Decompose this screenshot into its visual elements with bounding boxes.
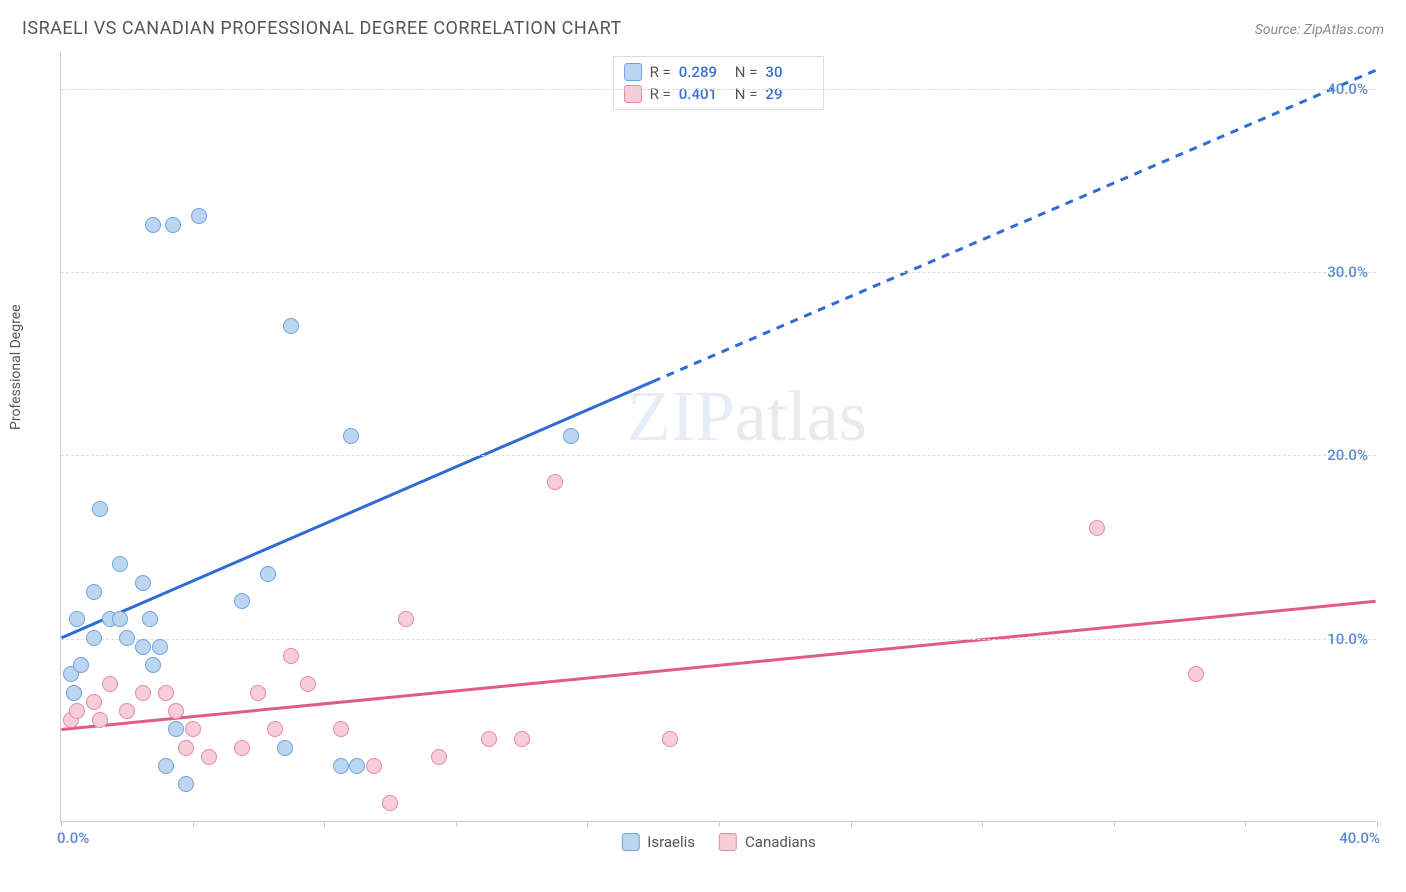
data-point-canadians xyxy=(178,740,194,756)
y-tick-label: 40.0% xyxy=(1327,80,1368,98)
data-point-israelis xyxy=(234,593,250,609)
grid-line xyxy=(61,639,1376,640)
x-tick xyxy=(1114,821,1115,827)
data-point-canadians xyxy=(135,685,151,701)
y-tick-label: 30.0% xyxy=(1327,263,1368,281)
data-point-israelis xyxy=(158,758,174,774)
data-point-canadians xyxy=(481,731,497,747)
data-point-canadians xyxy=(250,685,266,701)
x-tick xyxy=(719,821,720,827)
legend-item-israelis: Israelis xyxy=(621,833,695,851)
data-point-canadians xyxy=(366,758,382,774)
data-point-israelis xyxy=(119,630,135,646)
data-point-israelis xyxy=(178,776,194,792)
data-point-canadians xyxy=(1188,666,1204,682)
data-point-israelis xyxy=(92,501,108,517)
data-point-israelis xyxy=(112,556,128,572)
legend-bottom: Israelis Canadians xyxy=(621,833,815,851)
data-point-canadians xyxy=(86,694,102,710)
x-tick xyxy=(193,821,194,827)
x-axis-origin-label: 0.0% xyxy=(57,829,89,847)
data-point-israelis xyxy=(191,208,207,224)
data-point-israelis xyxy=(168,721,184,737)
x-tick xyxy=(982,821,983,827)
chart-header: ISRAELI VS CANADIAN PROFESSIONAL DEGREE … xyxy=(0,0,1406,45)
data-point-canadians xyxy=(234,740,250,756)
y-tick-label: 10.0% xyxy=(1327,630,1368,648)
data-point-israelis xyxy=(69,611,85,627)
data-point-israelis xyxy=(135,575,151,591)
data-point-canadians xyxy=(547,474,563,490)
data-point-israelis xyxy=(283,318,299,334)
x-tick xyxy=(1377,821,1378,827)
data-point-canadians xyxy=(662,731,678,747)
data-point-canadians xyxy=(92,712,108,728)
data-point-canadians xyxy=(382,795,398,811)
data-point-israelis xyxy=(152,639,168,655)
x-tick xyxy=(324,821,325,827)
data-point-israelis xyxy=(165,217,181,233)
data-point-israelis xyxy=(145,217,161,233)
legend-swatch-canadians xyxy=(719,833,737,851)
data-point-israelis xyxy=(135,639,151,655)
data-point-israelis xyxy=(86,584,102,600)
y-tick-label: 20.0% xyxy=(1327,446,1368,464)
data-point-israelis xyxy=(277,740,293,756)
data-point-israelis xyxy=(142,611,158,627)
legend-swatch-israelis xyxy=(621,833,639,851)
data-point-canadians xyxy=(300,676,316,692)
scatter-chart: ZIPatlas R = 0.289 N = 30 R = 0.401 N = … xyxy=(60,52,1376,822)
stats-row-canadians: R = 0.401 N = 29 xyxy=(624,83,814,105)
data-point-israelis xyxy=(145,657,161,673)
data-point-israelis xyxy=(563,428,579,444)
data-point-canadians xyxy=(333,721,349,737)
data-point-canadians xyxy=(1089,520,1105,536)
data-point-israelis xyxy=(86,630,102,646)
grid-line xyxy=(61,455,1376,456)
data-point-israelis xyxy=(66,685,82,701)
data-point-canadians xyxy=(431,749,447,765)
y-axis-label: Professional Degree xyxy=(8,304,24,430)
x-tick xyxy=(851,821,852,827)
stats-legend-box: R = 0.289 N = 30 R = 0.401 N = 29 xyxy=(613,56,825,110)
chart-source: Source: ZipAtlas.com xyxy=(1255,22,1384,38)
data-point-canadians xyxy=(283,648,299,664)
data-point-canadians xyxy=(267,721,283,737)
data-point-canadians xyxy=(201,749,217,765)
grid-line xyxy=(61,272,1376,273)
legend-item-canadians: Canadians xyxy=(719,833,816,851)
data-point-canadians xyxy=(158,685,174,701)
data-point-canadians xyxy=(398,611,414,627)
x-tick xyxy=(61,821,62,827)
watermark: ZIPatlas xyxy=(627,375,867,458)
data-point-canadians xyxy=(119,703,135,719)
data-point-canadians xyxy=(102,676,118,692)
x-tick xyxy=(1245,821,1246,827)
swatch-israelis xyxy=(624,63,642,81)
data-point-canadians xyxy=(185,721,201,737)
data-point-canadians xyxy=(514,731,530,747)
x-tick xyxy=(456,821,457,827)
trend-lines xyxy=(61,52,1376,821)
data-point-israelis xyxy=(112,611,128,627)
data-point-israelis xyxy=(333,758,349,774)
x-tick xyxy=(587,821,588,827)
data-point-israelis xyxy=(343,428,359,444)
data-point-israelis xyxy=(349,758,365,774)
data-point-canadians xyxy=(69,703,85,719)
stats-row-israelis: R = 0.289 N = 30 xyxy=(624,61,814,83)
data-point-israelis xyxy=(73,657,89,673)
data-point-israelis xyxy=(260,566,276,582)
grid-line xyxy=(61,89,1376,90)
chart-title: ISRAELI VS CANADIAN PROFESSIONAL DEGREE … xyxy=(22,18,622,39)
x-axis-max-label: 40.0% xyxy=(1339,829,1380,847)
data-point-canadians xyxy=(168,703,184,719)
